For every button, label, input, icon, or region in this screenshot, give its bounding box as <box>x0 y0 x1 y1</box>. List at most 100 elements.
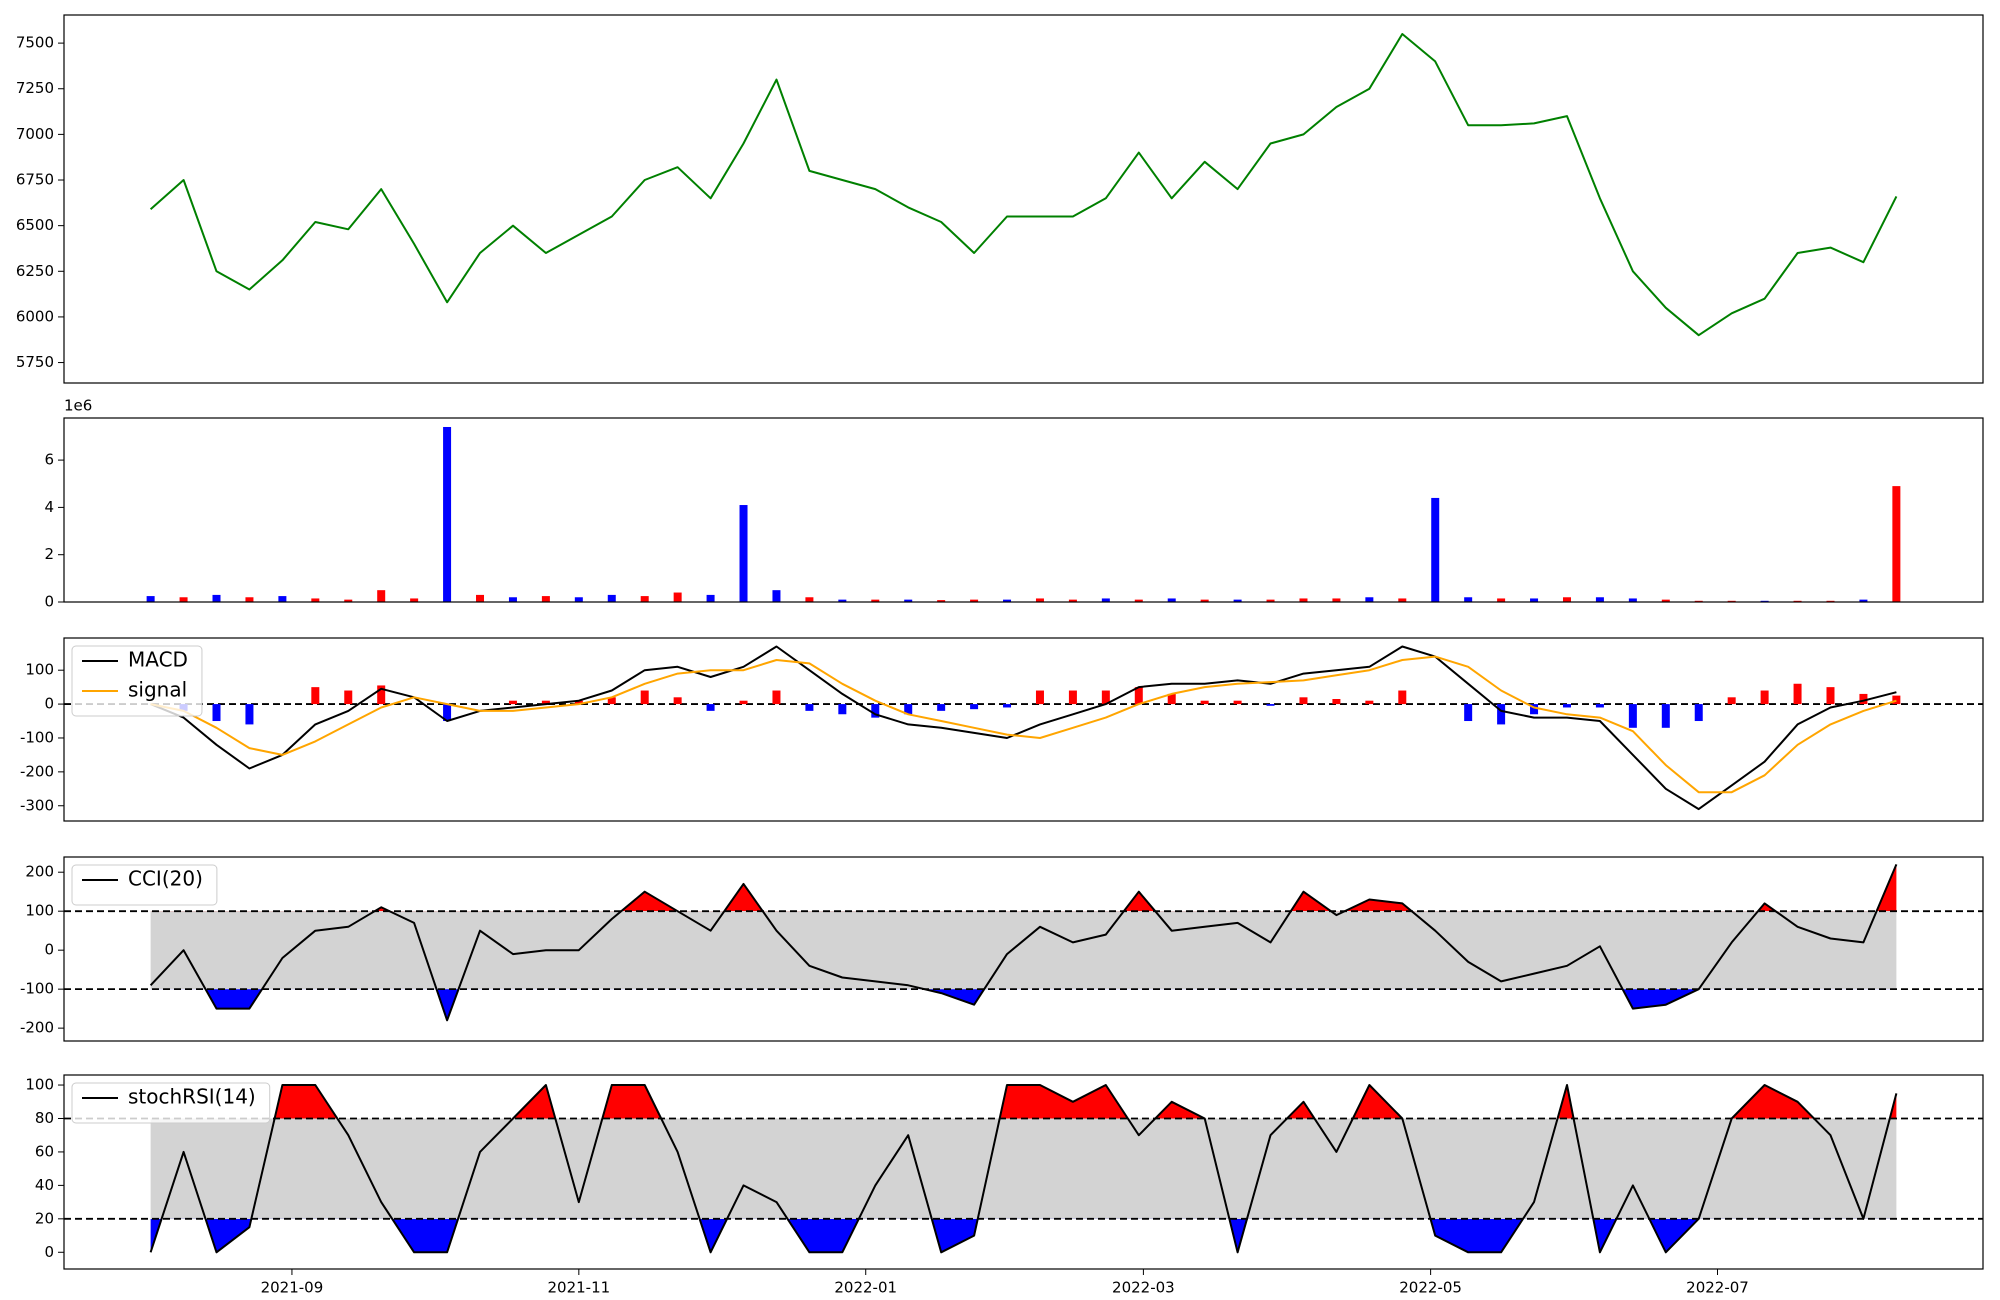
y-tick-label: 7500 <box>16 34 54 52</box>
histogram-bar <box>1727 697 1736 705</box>
overbought-fill <box>274 1085 1897 1119</box>
histogram-bar <box>706 704 715 711</box>
axes-frame <box>63 1074 1984 1270</box>
histogram-bar <box>1530 704 1539 715</box>
histogram-bar <box>1035 690 1044 705</box>
y-tick-label: 60 <box>35 1142 54 1160</box>
histogram-bar <box>1826 687 1835 705</box>
histogram-bar <box>245 704 254 725</box>
plot-area <box>64 864 1983 1022</box>
volume-bar <box>1200 599 1209 602</box>
volume-bar <box>278 596 287 602</box>
histogram-bar <box>640 690 649 705</box>
volume-bar <box>410 598 419 602</box>
volume-bar <box>970 599 979 602</box>
volume-bar <box>1266 599 1275 602</box>
histogram-bar <box>344 690 353 705</box>
y-tick-label: 2 <box>44 545 54 563</box>
volume-bar <box>706 594 715 602</box>
histogram-bar <box>970 704 979 710</box>
histogram-bar <box>1760 690 1769 705</box>
y-tick-label: 4 <box>44 498 54 516</box>
legend-label: MACD <box>128 648 188 672</box>
legend: stochRSI(14) <box>71 1082 271 1124</box>
histogram-bar <box>1892 695 1901 705</box>
histogram-bar <box>1661 704 1670 728</box>
histogram-bar <box>1233 700 1242 705</box>
histogram-bar <box>1859 693 1868 705</box>
volume-bar <box>443 426 452 602</box>
histogram-bar <box>1365 700 1374 705</box>
legend-label: signal <box>128 678 187 702</box>
legend-box <box>71 645 203 717</box>
y-tick-label: 40 <box>35 1176 54 1194</box>
histogram-bar <box>1101 690 1110 705</box>
histogram-bar <box>508 700 517 705</box>
volume-bar <box>179 597 188 602</box>
legend: MACD signal <box>71 645 203 717</box>
volume-bar <box>212 594 221 602</box>
histogram-bar <box>377 685 386 705</box>
histogram-bar <box>1595 704 1604 708</box>
volume-bar <box>1661 599 1670 602</box>
histogram-bar <box>311 687 320 705</box>
histogram-bar <box>1332 699 1341 705</box>
histogram-bar <box>212 704 221 722</box>
axes-frame <box>63 417 1984 603</box>
histogram-bar <box>1694 704 1703 722</box>
volume-bar <box>344 599 353 602</box>
volume-bar <box>838 599 847 602</box>
x-tick-label: 2022-07 <box>1686 1279 1749 1297</box>
volume-bar <box>1530 598 1539 602</box>
axes-frame <box>63 856 1984 1042</box>
histogram-bar <box>673 697 682 705</box>
volume-bar <box>1859 599 1868 602</box>
volume-bar <box>311 598 320 602</box>
y-tick-label: 0 <box>44 695 54 713</box>
plot-area <box>64 645 1983 811</box>
y-tick-label: 100 <box>25 661 54 679</box>
histogram-bar <box>443 704 452 722</box>
histogram-bar <box>1200 700 1209 705</box>
series-line <box>149 864 1898 1022</box>
volume-bar <box>1332 598 1341 602</box>
histogram-bar <box>1299 697 1308 705</box>
volume-bar <box>1628 598 1637 602</box>
neutral-band <box>150 911 1897 990</box>
y-tick-label: 0 <box>44 593 54 611</box>
x-tick-label: 2022-03 <box>1112 1279 1175 1297</box>
histogram-bar <box>805 704 814 711</box>
histogram-bar <box>541 700 550 705</box>
histogram-bar <box>937 704 946 711</box>
y-tick-label: 100 <box>25 1076 54 1094</box>
histogram-bar <box>574 700 583 705</box>
volume-bar <box>1595 597 1604 602</box>
volume-bar <box>245 597 254 602</box>
y-tick-label: 0 <box>44 941 54 959</box>
volume-bar <box>1464 597 1473 602</box>
volume-bar <box>937 600 946 602</box>
axes-frame <box>63 637 1984 822</box>
legend: CCI(20) <box>71 864 218 906</box>
volume-bar <box>805 597 814 602</box>
y-tick-label: 6500 <box>16 216 54 234</box>
x-tick-label: 2021-09 <box>261 1279 324 1297</box>
volume-bar <box>1365 597 1374 602</box>
y-tick-label: 6250 <box>16 262 54 280</box>
series-line <box>149 33 1898 337</box>
volume-bar <box>508 597 517 602</box>
series-line <box>149 1084 1898 1254</box>
volume-bar <box>146 596 155 602</box>
histogram-bar <box>1266 704 1275 706</box>
histogram-bar <box>1793 683 1802 705</box>
legend-label: stochRSI(14) <box>128 1085 256 1109</box>
volume-bar <box>377 590 386 602</box>
oversold-fill <box>150 1218 1897 1253</box>
y-tick-label: -100 <box>20 728 54 746</box>
legend-label: CCI(20) <box>128 867 203 891</box>
histogram-bar <box>1464 704 1473 722</box>
y-tick-label: 7000 <box>16 125 54 143</box>
histogram-bar <box>772 690 781 705</box>
histogram-bar <box>739 700 748 705</box>
volume-bar <box>574 597 583 602</box>
